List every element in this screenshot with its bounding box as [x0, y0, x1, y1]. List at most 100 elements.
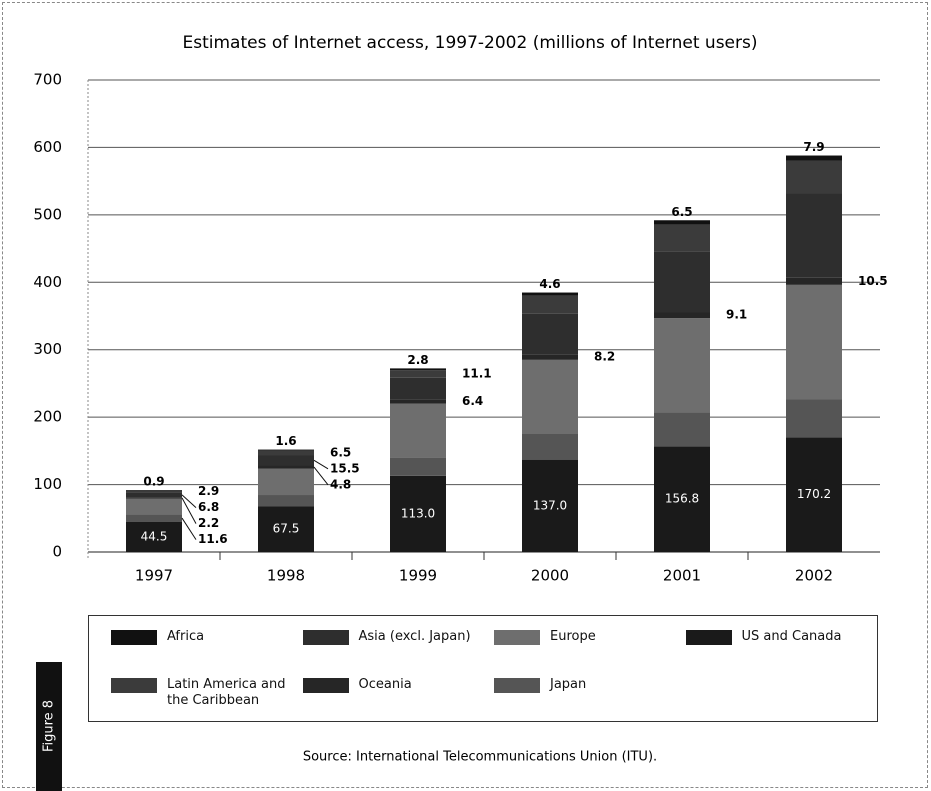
legend-label: US and Canada: [741, 629, 842, 644]
leader-line: [313, 459, 329, 470]
value-label: 44.5: [141, 529, 168, 543]
bar-segment: [390, 475, 446, 552]
value-label: 4.8: [330, 477, 351, 491]
bar-segment: [786, 284, 842, 400]
legend-swatch: [494, 630, 540, 645]
y-tick-label: 300: [33, 340, 62, 358]
bar-segment: [522, 359, 578, 434]
y-tick-label: 100: [33, 475, 62, 493]
legend-swatch: [494, 678, 540, 693]
bar-segment: [786, 193, 842, 278]
legend-item: Asia (excl. Japan): [302, 629, 495, 678]
value-label: 4.6: [539, 277, 560, 291]
value-label: 6.5: [330, 445, 351, 459]
leader-line: [181, 494, 197, 508]
bar-segment: [126, 514, 182, 522]
bar-segment: [522, 313, 578, 355]
bar-segment: [390, 399, 446, 404]
x-tick-label: 1999: [399, 567, 437, 585]
value-label: 7.9: [803, 140, 824, 154]
bar-segment: [390, 403, 446, 458]
bar-segment: [258, 450, 314, 456]
legend-label: Africa: [167, 629, 205, 644]
y-tick-label: 200: [33, 408, 62, 426]
legend-swatch: [111, 678, 157, 693]
x-tick-label: 1997: [135, 567, 173, 585]
bar-segment: [522, 434, 578, 460]
y-tick-label: 400: [33, 273, 62, 291]
y-tick-label: 500: [33, 205, 62, 223]
figure-tag: Figure 8: [36, 662, 62, 791]
bar-segment: [390, 368, 446, 371]
bar-segment: [654, 446, 710, 552]
leader-line: [181, 497, 197, 524]
legend: Africa Latin America and the Caribbean Asi…: [88, 615, 878, 722]
bar-segment: [258, 506, 314, 552]
x-tick-label: 1998: [267, 567, 305, 585]
legend-label: Oceania: [358, 677, 412, 692]
bar-segment: [654, 312, 710, 319]
bar-segment: [522, 292, 578, 296]
y-tick-label: 700: [33, 71, 62, 89]
bar-segment: [258, 465, 314, 469]
value-label: 8.2: [594, 350, 615, 364]
value-label: 137.0: [533, 498, 567, 512]
bar-segment: [390, 370, 446, 378]
bar-segment: [126, 490, 182, 493]
bar-segment: [126, 490, 182, 491]
value-label: 6.5: [671, 205, 692, 219]
bar-segment: [126, 492, 182, 498]
bar-segment: [522, 295, 578, 314]
bar-segment: [258, 449, 314, 451]
x-tick-label: 2002: [795, 567, 833, 585]
bar-segment: [654, 318, 710, 413]
legend-item: Japan: [494, 677, 686, 726]
value-label: 6.4: [462, 394, 483, 408]
bar-segment: [786, 160, 842, 194]
leader-line: [313, 466, 329, 486]
value-label: 9.1: [726, 308, 747, 322]
y-tick-label: 0: [52, 543, 62, 561]
bar-segment: [126, 521, 182, 552]
bar-segment: [522, 459, 578, 552]
legend-swatch: [302, 678, 349, 693]
value-label: 10.5: [858, 274, 888, 288]
chart-title: Estimates of Internet access, 1997-2002 …: [183, 33, 758, 53]
legend-label: Asia (excl. Japan): [358, 629, 471, 644]
source: Source: International Telecommunications…: [303, 750, 657, 765]
value-label: 170.2: [797, 487, 831, 501]
value-label: 2.8: [407, 353, 428, 367]
bar-segment: [786, 399, 842, 438]
bar-segment: [258, 495, 314, 507]
legend-item: US and Canada: [685, 629, 878, 678]
value-label: 11.1: [462, 367, 492, 381]
y-tick-label: 600: [33, 138, 62, 156]
legend-swatch: [302, 630, 349, 645]
value-label: 0.9: [143, 475, 164, 489]
bar-segment: [258, 468, 314, 496]
bar-segment: [654, 251, 710, 313]
value-label: 2.9: [198, 484, 219, 498]
value-label: 6.8: [198, 500, 219, 514]
x-tick-label: 2000: [531, 567, 569, 585]
legend-swatch: [111, 630, 157, 645]
bar-segment: [654, 220, 710, 225]
value-label: 67.5: [273, 522, 300, 536]
value-label: 113.0: [401, 506, 435, 520]
bar-segment: [390, 457, 446, 476]
leader-line: [181, 517, 197, 540]
legend-label: Europe: [550, 629, 596, 644]
bar-segment: [126, 497, 182, 499]
value-label: 2.2: [198, 516, 219, 530]
value-label: 156.8: [665, 492, 699, 506]
bar-segment: [390, 377, 446, 400]
x-tick-label: 2001: [663, 567, 701, 585]
legend-item: Oceania: [302, 677, 495, 726]
bar-segment: [258, 455, 314, 466]
bar-segment: [786, 155, 842, 161]
legend-item: Africa: [111, 629, 303, 678]
bar-segment: [786, 277, 842, 285]
